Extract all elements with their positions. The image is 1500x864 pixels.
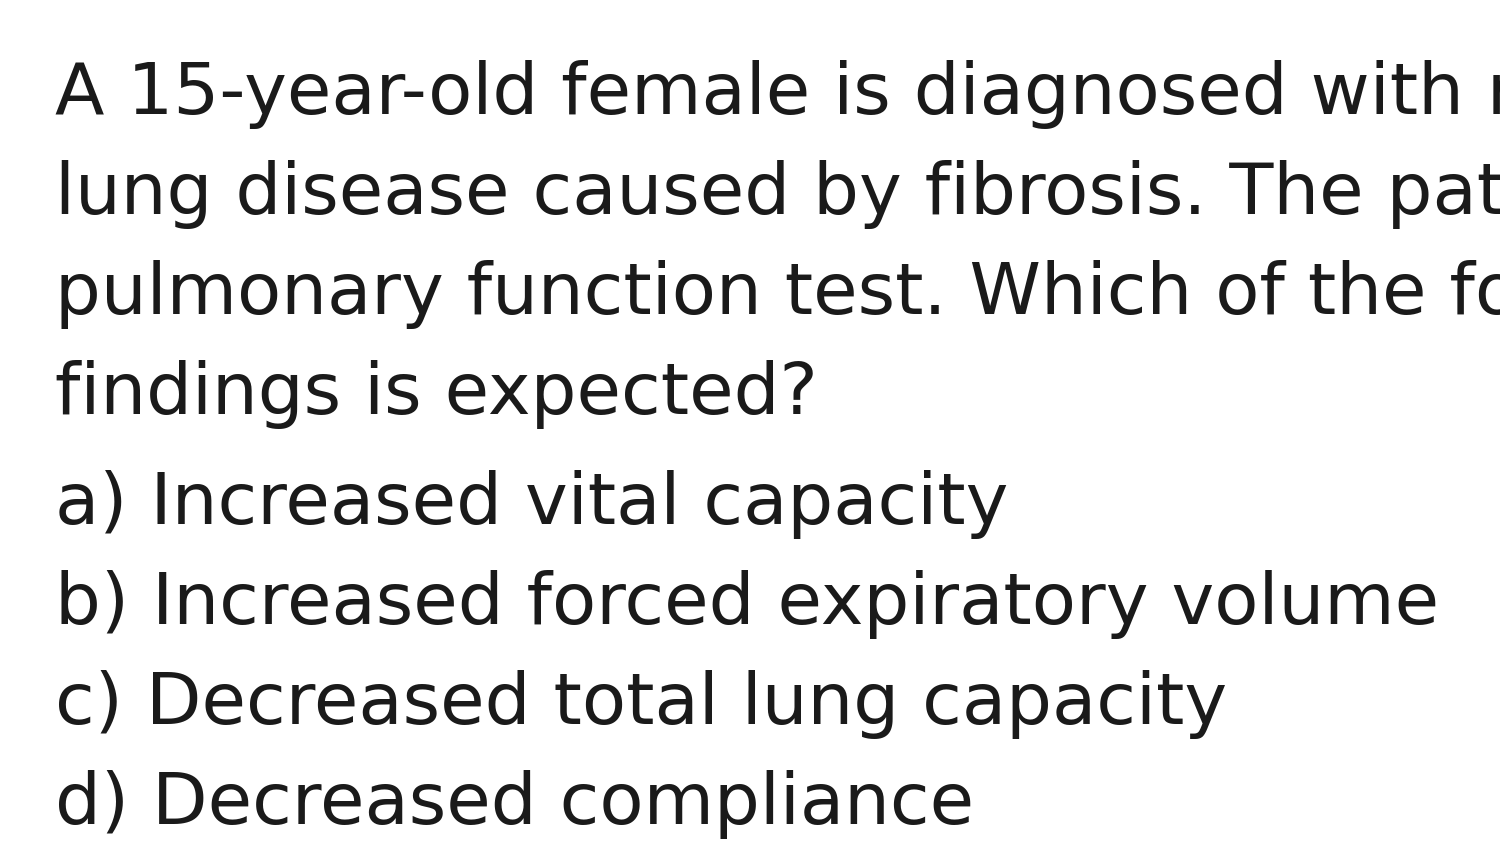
Text: b) Increased forced expiratory volume: b) Increased forced expiratory volume (56, 570, 1438, 639)
Text: d) Decreased compliance: d) Decreased compliance (56, 770, 974, 839)
Text: a) Increased vital capacity: a) Increased vital capacity (56, 470, 1008, 539)
Text: c) Decreased total lung capacity: c) Decreased total lung capacity (56, 670, 1227, 739)
Text: lung disease caused by fibrosis. The patient had a: lung disease caused by fibrosis. The pat… (56, 160, 1500, 229)
Text: A 15-year-old female is diagnosed with restrictive: A 15-year-old female is diagnosed with r… (56, 60, 1500, 129)
Text: pulmonary function test. Which of the following: pulmonary function test. Which of the fo… (56, 260, 1500, 329)
Text: findings is expected?: findings is expected? (56, 360, 818, 429)
